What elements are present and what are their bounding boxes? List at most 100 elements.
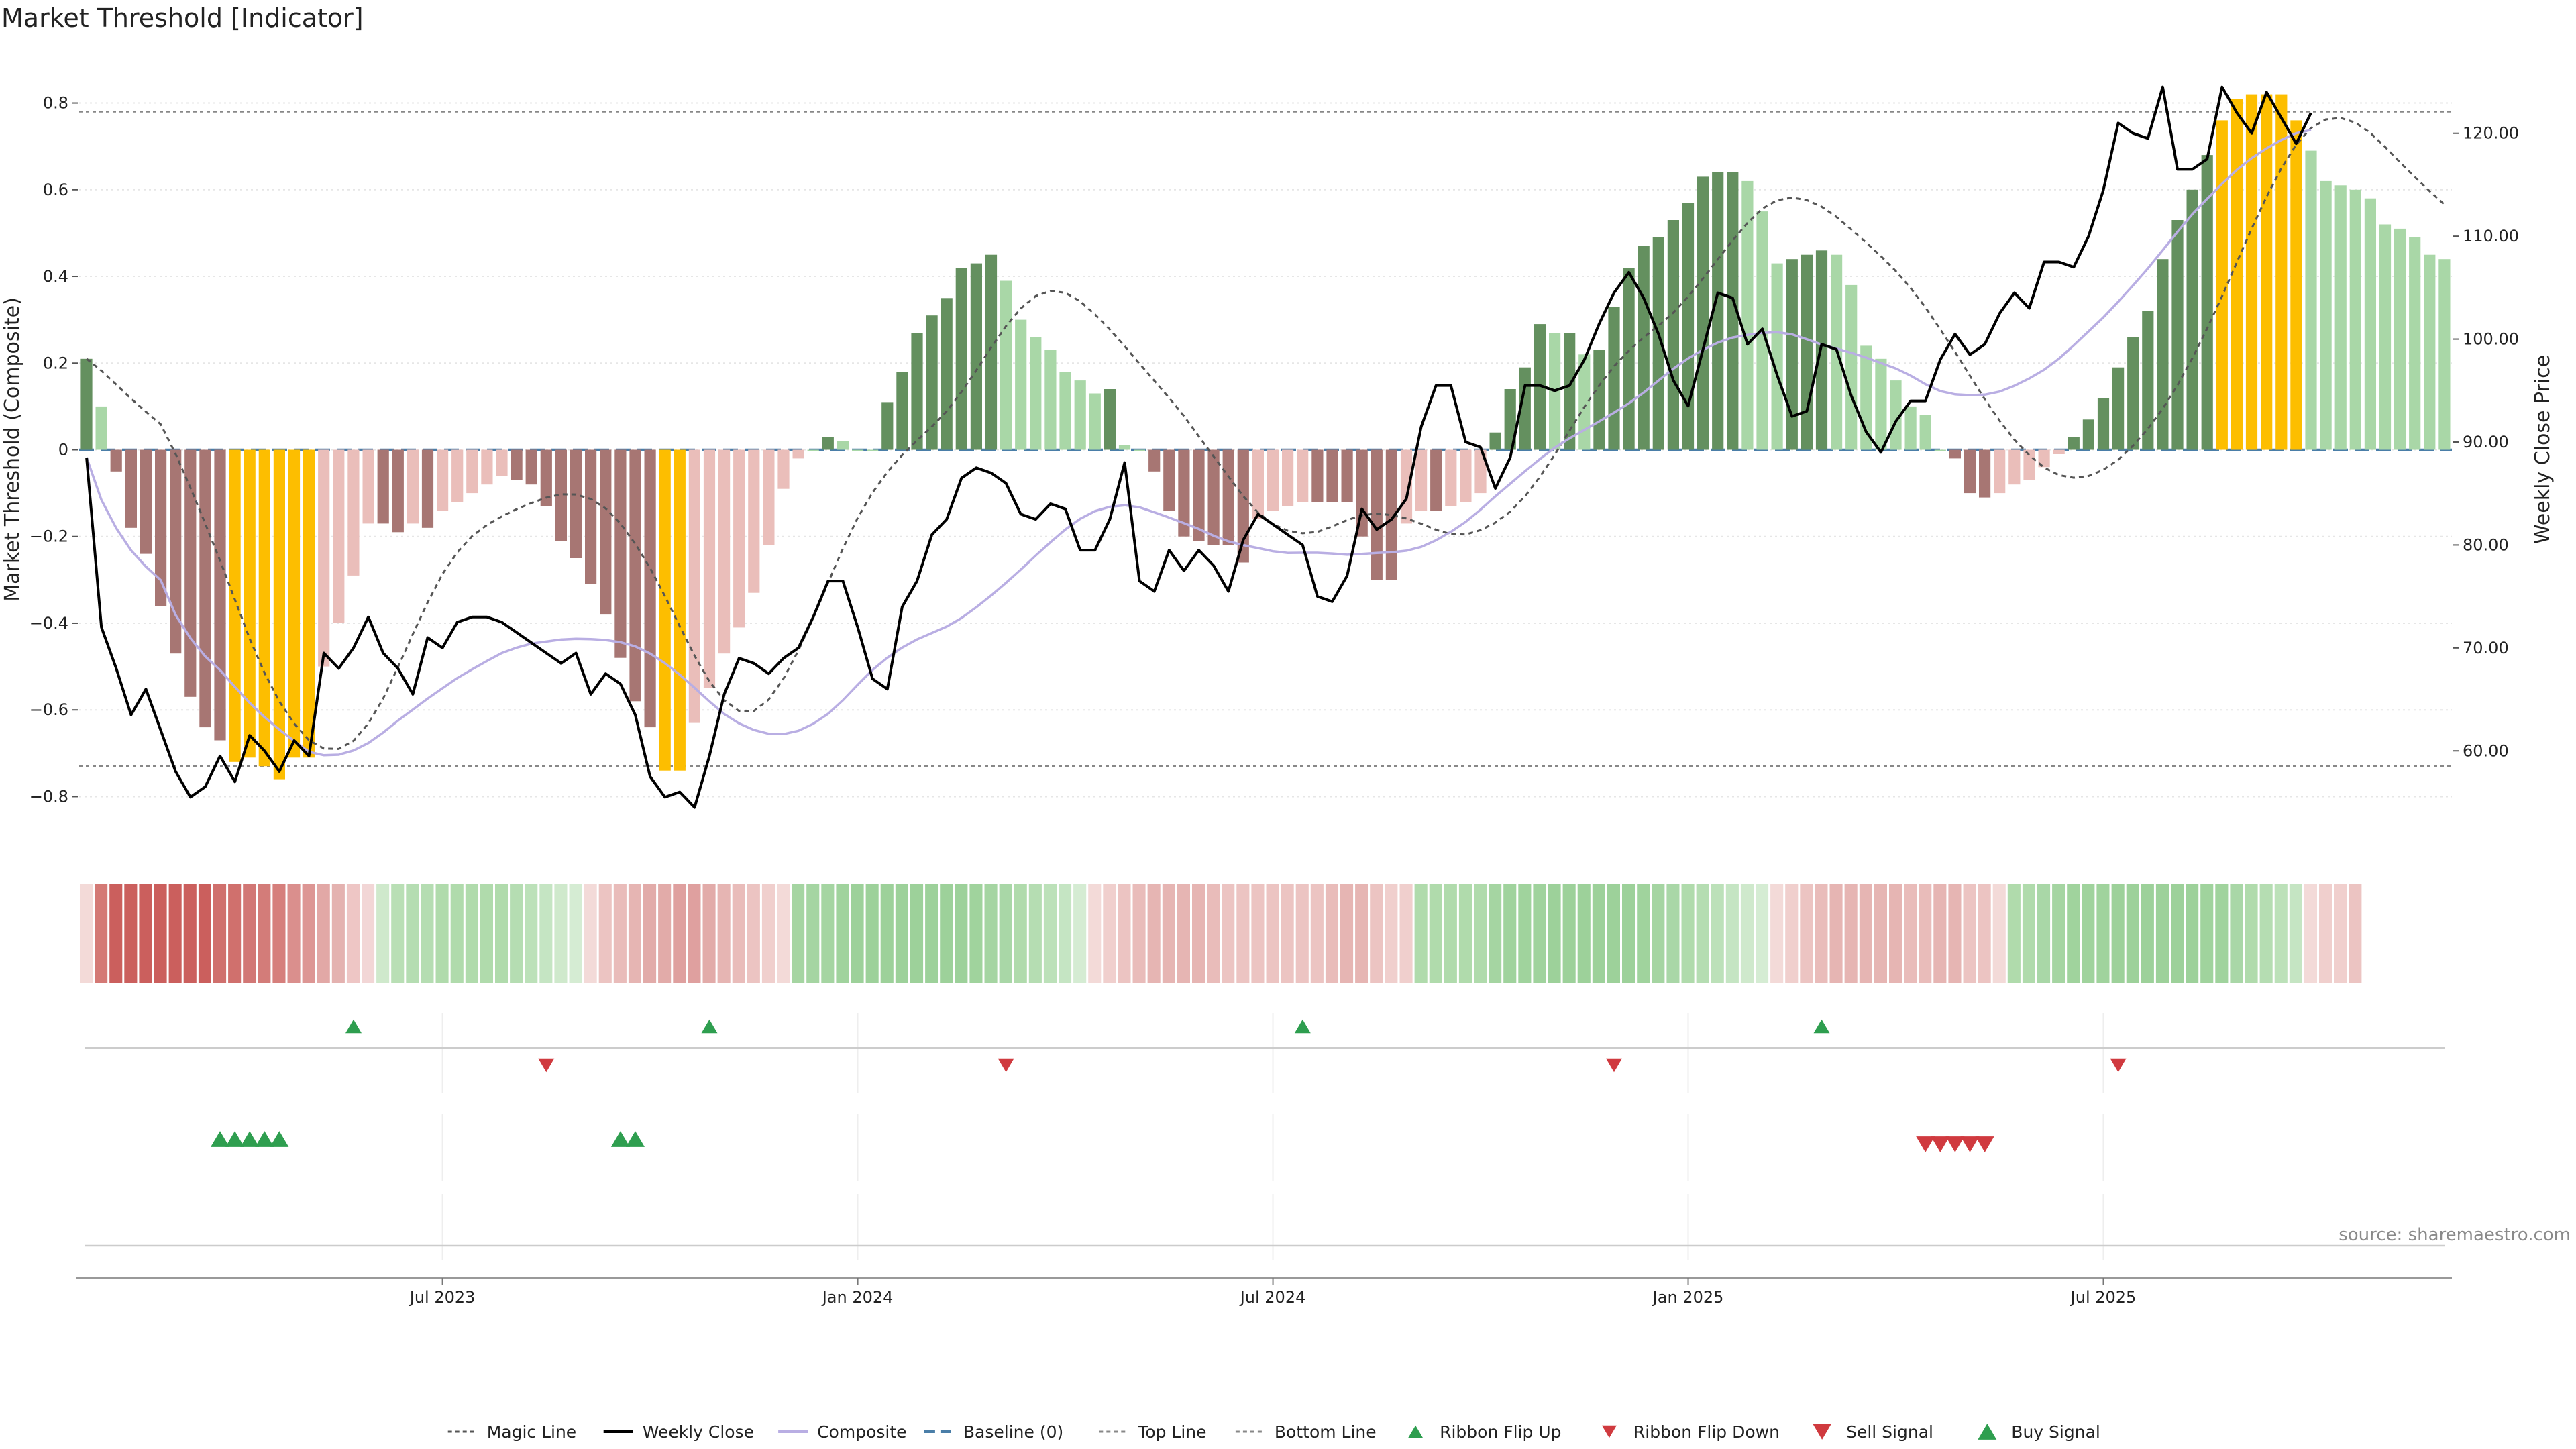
ribbon-cell — [154, 884, 167, 983]
composite-bar — [1608, 307, 1620, 450]
composite-bar — [748, 449, 760, 593]
ribbon-cell — [510, 884, 523, 983]
composite-bar — [1252, 449, 1264, 519]
ribbon-cell — [435, 884, 449, 983]
composite-bar — [347, 449, 360, 576]
composite-bar — [970, 263, 982, 450]
ribbon-cell — [2245, 884, 2258, 983]
ribbon-cell — [1740, 884, 1754, 983]
left-tick-label: 0.6 — [43, 180, 68, 199]
ribbon-cell — [747, 884, 760, 983]
buy-signal-marker — [270, 1131, 289, 1147]
ribbon-cell — [2022, 884, 2035, 983]
ribbon-cell — [880, 884, 894, 983]
legend-item-flip-up: Ribbon Flip Up — [1408, 1422, 1562, 1442]
composite-bar — [1593, 350, 1605, 450]
ribbon-cell — [450, 884, 464, 983]
composite-bar — [2424, 254, 2436, 450]
x-tick-label: Jan 2025 — [1652, 1288, 1724, 1307]
composite-bar — [629, 449, 641, 702]
composite-bar — [733, 449, 745, 628]
composite-bar — [1089, 393, 1101, 450]
sell-signal-marker — [1975, 1136, 1994, 1152]
composite-bar — [303, 449, 315, 758]
ribbon-strip — [80, 884, 2362, 983]
composite-bar — [199, 449, 211, 728]
ribbon-cell — [1859, 884, 1872, 983]
composite-bar — [288, 449, 301, 758]
ribbon-cell — [851, 884, 864, 983]
legend-marker — [1813, 1424, 1832, 1440]
composite-bar — [852, 449, 864, 451]
composite-bar — [703, 449, 716, 688]
composite-bar — [2186, 189, 2198, 450]
ribbon-cell — [2230, 884, 2243, 983]
ribbon-cell — [658, 884, 672, 983]
ribbon-cell — [1429, 884, 1442, 983]
composite-bar — [1727, 172, 1739, 450]
left-tick-label: 0.4 — [43, 267, 68, 286]
ribbon-cell — [2126, 884, 2139, 983]
composite-bar — [1267, 449, 1279, 511]
composite-bar — [1786, 259, 1798, 450]
ribbon-cell — [777, 884, 790, 983]
ribbon-cell — [1548, 884, 1561, 983]
composite-bar — [1030, 337, 1042, 450]
ribbon-cell — [2052, 884, 2065, 983]
ribbon-cell — [1281, 884, 1294, 983]
ribbon-cell — [1844, 884, 1858, 983]
x-tick-label: Jul 2025 — [2070, 1288, 2137, 1307]
x-axis: Jul 2023 Jan 2024 Jul 2024 Jan 2025 Jul 2025 — [76, 1277, 2452, 1307]
composite-bar — [1148, 449, 1161, 472]
composite-bar — [1860, 345, 1872, 450]
ribbon-cell — [1236, 884, 1250, 983]
ribbon-cell — [1370, 884, 1383, 983]
ribbon-cell — [1222, 884, 1235, 983]
composite-bar — [2379, 224, 2392, 450]
composite-bar — [1208, 449, 1220, 545]
composite-bar — [1044, 350, 1057, 450]
composite-bar — [1326, 449, 1338, 502]
left-tick-label: 0 — [58, 441, 68, 460]
legend-label: Sell Signal — [1846, 1422, 1933, 1442]
ribbon-cell — [836, 884, 849, 983]
composite-bar — [688, 449, 700, 723]
composite-bar — [614, 449, 627, 658]
composite-bar — [2157, 259, 2169, 450]
composite-bar — [2068, 437, 2080, 450]
buy-signal-marker — [610, 1131, 630, 1147]
composite-bar — [1118, 445, 1131, 450]
signal-panels — [85, 1013, 2445, 1260]
right-tick-label: 110.00 — [2463, 227, 2519, 246]
ribbon-cell — [1963, 884, 1976, 983]
composite-bar — [1801, 254, 1813, 450]
composite-bar — [911, 333, 923, 450]
ribbon-cell — [1088, 884, 1102, 983]
composite-bar — [511, 449, 523, 480]
right-axis-title: Weekly Close Price — [2531, 355, 2555, 544]
ribbon-flip-down-marker — [538, 1058, 555, 1073]
composite-bar — [80, 358, 93, 450]
composite-bar — [421, 449, 434, 528]
ribbon-cell — [1770, 884, 1784, 983]
composite-bar — [525, 449, 537, 485]
composite-bar — [1460, 449, 1472, 502]
ribbon-cell — [406, 884, 419, 983]
legend-label: Composite — [817, 1422, 906, 1442]
right-tick-label: 60.00 — [2463, 741, 2509, 760]
composite-bar — [1074, 380, 1086, 450]
right-tick-label: 80.00 — [2463, 535, 2509, 554]
composite-bar — [110, 449, 122, 472]
ribbon-cell — [1325, 884, 1338, 983]
composite-bar — [2349, 189, 2361, 450]
composite-bar — [407, 449, 419, 524]
x-tick-label: Jul 2024 — [1239, 1288, 1306, 1307]
ribbon-cell — [1904, 884, 1917, 983]
ribbon-cell — [1948, 884, 1962, 983]
ribbon-cell — [569, 884, 582, 983]
ribbon-cell — [702, 884, 716, 983]
ribbon-cell — [525, 884, 538, 983]
composite-bar — [437, 449, 449, 511]
chart-title: Market Threshold [Indicator] — [1, 3, 364, 33]
composite-bar — [1919, 415, 1931, 450]
